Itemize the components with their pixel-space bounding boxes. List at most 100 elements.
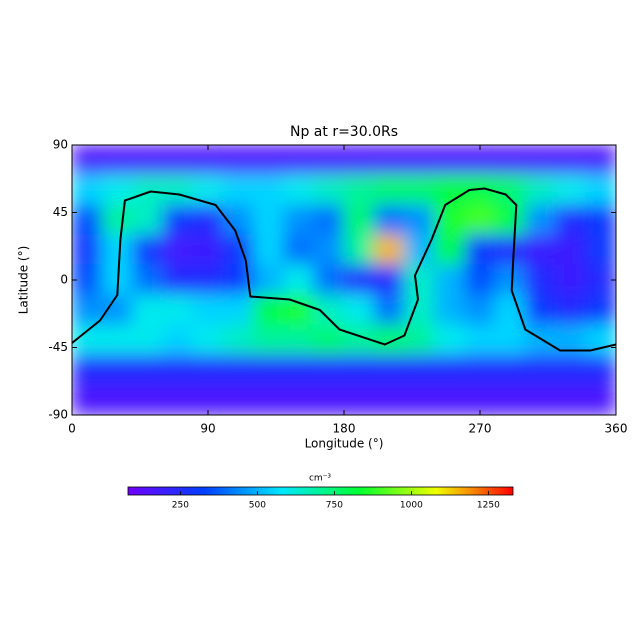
- heat-cell: [555, 264, 587, 296]
- heat-cell: [555, 384, 587, 415]
- heatmap: [72, 145, 616, 415]
- heat-cell: [192, 324, 224, 356]
- heat-cell: [162, 294, 194, 326]
- heat-cell: [585, 384, 616, 415]
- heat-cell: [101, 204, 133, 236]
- heat-cell: [464, 234, 496, 266]
- heat-cell: [524, 324, 557, 356]
- heat-cell: [131, 204, 164, 236]
- heat-cell: [524, 174, 557, 206]
- heat-cell: [131, 174, 164, 206]
- heat-cell: [464, 324, 496, 356]
- colorbar-label: cm⁻³: [309, 474, 331, 484]
- heat-cell: [72, 145, 103, 176]
- heat-cell: [434, 234, 466, 266]
- heat-cell: [131, 354, 164, 386]
- heat-cell: [524, 145, 557, 176]
- heat-cell: [222, 294, 254, 326]
- heat-cell: [283, 264, 315, 296]
- heat-cell: [131, 324, 164, 356]
- colorbar-tick-label: 1250: [477, 501, 500, 511]
- heat-cell: [494, 384, 526, 415]
- heat-cell: [585, 234, 616, 266]
- heat-cell: [434, 384, 466, 415]
- heat-cell: [343, 264, 375, 296]
- heat-cell: [72, 354, 103, 386]
- heat-cell: [192, 354, 224, 386]
- y-tick-label: 0: [60, 273, 68, 287]
- colorbar-tick-label: 750: [326, 501, 343, 511]
- heat-cell: [313, 204, 345, 236]
- heat-cell: [72, 384, 103, 415]
- heat-cell: [313, 145, 345, 176]
- heat-cell: [585, 264, 616, 296]
- heat-cell: [434, 324, 466, 356]
- heat-cell: [464, 264, 496, 296]
- heat-cell: [101, 234, 133, 266]
- heat-cell: [403, 174, 436, 206]
- heat-cell: [434, 145, 466, 176]
- heat-cell: [131, 234, 164, 266]
- heat-cell: [494, 264, 526, 296]
- heat-cell: [192, 234, 224, 266]
- heat-cell: [192, 145, 224, 176]
- heat-cell: [313, 264, 345, 296]
- heat-cell: [403, 234, 436, 266]
- heat-cell: [313, 354, 345, 386]
- heat-cell: [313, 234, 345, 266]
- line-group: [72, 187, 616, 352]
- heat-cell: [524, 264, 557, 296]
- heat-cell: [343, 204, 375, 236]
- heat-cell: [403, 264, 436, 296]
- plot-area: [72, 145, 616, 415]
- heat-cell: [403, 145, 436, 176]
- heat-cell: [494, 324, 526, 356]
- heat-cell: [373, 324, 405, 356]
- heat-cell: [343, 294, 375, 326]
- heat-cell: [585, 294, 616, 326]
- heat-cell: [283, 174, 315, 206]
- heat-cell: [162, 174, 194, 206]
- heat-cell: [464, 204, 496, 236]
- heat-cell: [283, 384, 315, 415]
- heat-cell: [72, 174, 103, 206]
- heat-cell: [192, 384, 224, 415]
- colorbar-tick-label: 1000: [400, 501, 423, 511]
- heat-cell: [131, 145, 164, 176]
- heat-cell: [283, 354, 315, 386]
- heat-cell: [313, 174, 345, 206]
- heat-cell: [222, 174, 254, 206]
- heat-cell: [72, 234, 103, 266]
- heat-cell: [434, 264, 466, 296]
- heat-cell: [343, 354, 375, 386]
- heat-cell: [524, 384, 557, 415]
- heat-cell: [403, 324, 436, 356]
- chart-title: Np at r=30.0Rs: [290, 124, 398, 140]
- heat-cell: [464, 294, 496, 326]
- heat-cell: [222, 324, 254, 356]
- heat-cell: [464, 145, 496, 176]
- heat-cell: [524, 234, 557, 266]
- heat-cell: [403, 294, 436, 326]
- heat-cell: [585, 174, 616, 206]
- heat-cell: [283, 204, 315, 236]
- heat-cell: [494, 234, 526, 266]
- heat-cell: [373, 384, 405, 415]
- heat-cell: [101, 354, 133, 386]
- heat-cell: [162, 204, 194, 236]
- heat-cell: [555, 294, 587, 326]
- heat-cell: [343, 384, 375, 415]
- heat-cell: [192, 264, 224, 296]
- heat-cell: [494, 354, 526, 386]
- heat-cell: [343, 234, 375, 266]
- heat-cell: [373, 354, 405, 386]
- x-axis-label: Longitude (°): [305, 437, 384, 451]
- heat-cell: [524, 294, 557, 326]
- heat-cell: [162, 234, 194, 266]
- y-axis-label: Latitude (°): [17, 246, 31, 315]
- colorbar-tick-label: 500: [249, 501, 266, 511]
- heat-cell: [283, 324, 315, 356]
- heat-cell: [162, 384, 194, 415]
- y-tick-label: -45: [48, 340, 68, 354]
- x-tick-label: 270: [469, 422, 492, 436]
